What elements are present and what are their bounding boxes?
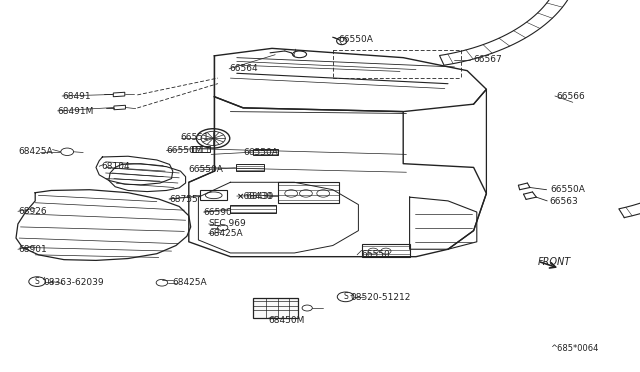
Text: S: S	[35, 277, 40, 286]
Text: 66550A: 66550A	[243, 148, 278, 157]
Text: 68755: 68755	[169, 195, 198, 203]
Text: FRONT: FRONT	[538, 257, 571, 267]
Text: 68425A: 68425A	[18, 147, 52, 156]
Text: 68491M: 68491M	[58, 107, 94, 116]
Text: 68491: 68491	[63, 92, 92, 101]
Text: × 68430: × 68430	[237, 192, 273, 201]
Text: 66564: 66564	[229, 64, 258, 73]
Text: ×68430: ×68430	[237, 192, 273, 201]
Text: 66563: 66563	[549, 197, 578, 206]
Text: 68926: 68926	[18, 207, 47, 216]
Text: ^685*0064: ^685*0064	[550, 344, 599, 353]
Text: 08363-62039: 08363-62039	[44, 278, 104, 287]
Text: 68901: 68901	[18, 245, 47, 254]
Text: SEC.969: SEC.969	[209, 219, 246, 228]
Text: 66567: 66567	[474, 55, 502, 64]
Text: 66550A: 66550A	[188, 165, 223, 174]
Text: 68425A: 68425A	[209, 229, 243, 238]
Text: 68425A: 68425A	[173, 278, 207, 287]
Text: 66590: 66590	[204, 208, 232, 217]
Text: 66550M: 66550M	[166, 146, 203, 155]
Polygon shape	[253, 298, 298, 318]
Text: 66551: 66551	[180, 133, 209, 142]
Text: 66566: 66566	[557, 92, 586, 101]
Text: 66550A: 66550A	[338, 35, 372, 44]
Text: S: S	[343, 292, 348, 301]
Text: 66550A: 66550A	[550, 185, 585, 194]
Text: 68450M: 68450M	[269, 316, 305, 325]
Text: 08520-51212: 08520-51212	[351, 293, 411, 302]
Text: 68104: 68104	[101, 162, 130, 171]
Text: 66550: 66550	[362, 250, 390, 259]
